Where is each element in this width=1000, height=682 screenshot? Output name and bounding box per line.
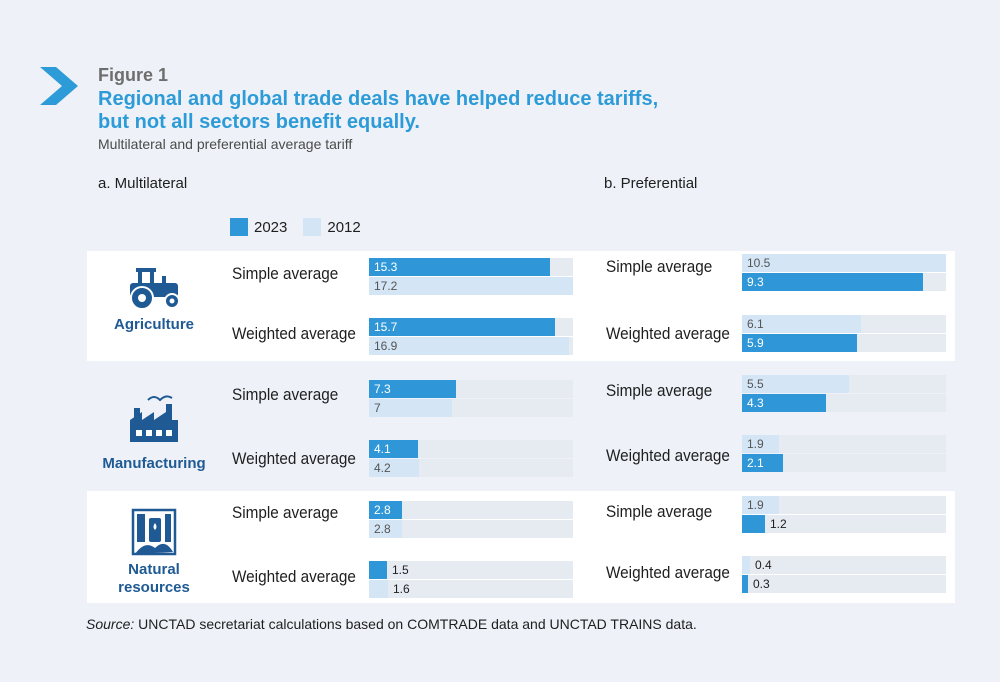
row-label-multilateral-manufacturing-simple: Simple average [232, 385, 339, 404]
bar-track-preferential-manufacturing-weighted-average-2012 [742, 435, 946, 453]
bar-preferential-manufacturing-weighted-average-2012 [742, 435, 779, 453]
bar-label-multilateral-agriculture-simple-average-2012: 17.2 [374, 279, 398, 293]
row-label-preferential-natural-resources-simple: Simple average [606, 502, 713, 521]
bar-preferential-agriculture-simple-average-2023 [742, 273, 923, 291]
figure-label: Figure 1 [98, 65, 169, 85]
sector-label-manufacturing: Manufacturing [102, 455, 206, 472]
bar-label-preferential-manufacturing-weighted-average-2012: 1.9 [747, 437, 764, 451]
bar-multilateral-agriculture-weighted-average-2023 [369, 318, 555, 336]
bar-track-multilateral-manufacturing-weighted-average-2012 [369, 459, 573, 477]
row-label-multilateral-agriculture-weighted: Weighted average [232, 324, 356, 343]
bar-preferential-natural-resources-simple-average-2023 [742, 515, 765, 533]
row-label-preferential-manufacturing-simple: Simple average [606, 381, 713, 400]
bar-multilateral-natural-resources-simple-average-2012 [369, 520, 402, 538]
row-label-preferential-agriculture-simple: Simple average [606, 257, 713, 276]
sector-label-natural-resources-line-2: resources [118, 579, 190, 596]
bar-label-preferential-natural-resources-weighted-average-2023: 0.3 [753, 577, 770, 591]
bar-label-multilateral-agriculture-simple-average-2023: 15.3 [374, 260, 398, 274]
bar-label-preferential-natural-resources-simple-average-2012: 1.9 [747, 498, 764, 512]
bar-track-preferential-natural-resources-weighted-average-2012 [742, 556, 946, 574]
panel-title-preferential: b. Preferential [604, 175, 698, 192]
bar-preferential-manufacturing-simple-average-2012 [742, 375, 849, 393]
legend-label-2012: 2012 [327, 218, 361, 236]
bar-preferential-agriculture-weighted-average-2023 [742, 334, 857, 352]
row-label-multilateral-natural-resources-simple: Simple average [232, 503, 339, 522]
sector-label-natural-resources-line-1: Natural [128, 561, 180, 578]
panel-title-multilateral: a. Multilateral [98, 175, 188, 192]
bar-track-multilateral-natural-resources-weighted-average-2012 [369, 580, 573, 598]
chevron-right-icon [40, 67, 78, 105]
row-label-preferential-natural-resources-weighted: Weighted average [606, 563, 730, 582]
bar-multilateral-manufacturing-simple-average-2012 [369, 399, 452, 417]
sector-label-agriculture: Agriculture [113, 316, 194, 333]
bar-label-preferential-agriculture-simple-average-2023: 9.3 [747, 275, 764, 289]
bar-preferential-agriculture-weighted-average-2012 [742, 315, 861, 333]
bar-label-multilateral-manufacturing-weighted-average-2023: 4.1 [374, 442, 391, 456]
bar-label-preferential-natural-resources-weighted-average-2012: 0.4 [755, 558, 772, 572]
bar-track-preferential-natural-resources-weighted-average-2023 [742, 575, 946, 593]
row-label-multilateral-natural-resources-weighted: Weighted average [232, 567, 356, 586]
bar-label-preferential-manufacturing-weighted-average-2023: 2.1 [747, 456, 764, 470]
bar-label-multilateral-agriculture-weighted-average-2012: 16.9 [374, 339, 398, 353]
bar-label-preferential-agriculture-weighted-average-2023: 5.9 [747, 336, 764, 350]
bar-preferential-natural-resources-weighted-average-2012 [742, 556, 750, 574]
bar-preferential-natural-resources-weighted-average-2023 [742, 575, 748, 593]
bar-preferential-manufacturing-weighted-average-2023 [742, 454, 783, 472]
bar-label-multilateral-natural-resources-simple-average-2012: 2.8 [374, 522, 391, 536]
bar-multilateral-natural-resources-simple-average-2023 [369, 501, 402, 519]
row-label-multilateral-agriculture-simple: Simple average [232, 264, 339, 283]
bar-preferential-manufacturing-simple-average-2023 [742, 394, 826, 412]
bar-track-multilateral-manufacturing-weighted-average-2023 [369, 440, 573, 458]
bar-multilateral-agriculture-simple-average-2012 [369, 277, 573, 295]
bar-label-multilateral-agriculture-weighted-average-2023: 15.7 [374, 320, 398, 334]
row-label-preferential-agriculture-weighted: Weighted average [606, 324, 730, 343]
tractor-icon [130, 268, 180, 310]
bar-label-preferential-natural-resources-simple-average-2023: 1.2 [770, 517, 787, 531]
bar-track-multilateral-natural-resources-simple-average-2012 [369, 520, 573, 538]
figure-title: Regional and global trade deals have hel… [98, 88, 658, 134]
bar-label-multilateral-natural-resources-weighted-average-2012: 1.6 [393, 582, 410, 596]
bar-preferential-agriculture-simple-average-2012 [742, 254, 946, 272]
bar-label-multilateral-natural-resources-weighted-average-2023: 1.5 [392, 563, 409, 577]
legend-label-2023: 2023 [254, 218, 288, 236]
bar-preferential-natural-resources-simple-average-2012 [742, 496, 779, 514]
bar-multilateral-manufacturing-simple-average-2023 [369, 380, 456, 398]
bar-multilateral-manufacturing-weighted-average-2012 [369, 459, 419, 477]
bar-label-preferential-manufacturing-simple-average-2023: 4.3 [747, 396, 764, 410]
bar-track-preferential-natural-resources-simple-average-2023 [742, 515, 946, 533]
bar-label-preferential-agriculture-weighted-average-2012: 6.1 [747, 317, 764, 331]
legend-swatch-2012 [303, 218, 322, 236]
factory-icon [130, 395, 178, 442]
bar-multilateral-natural-resources-weighted-average-2023 [369, 561, 387, 579]
bar-label-preferential-agriculture-simple-average-2012: 10.5 [747, 256, 771, 270]
bar-label-multilateral-manufacturing-simple-average-2012: 7 [374, 401, 381, 415]
figure-title-line-2: but not all sectors benefit equally. [98, 111, 420, 133]
bar-multilateral-natural-resources-weighted-average-2012 [369, 580, 388, 598]
legend-swatch-2023 [230, 218, 248, 236]
source-note: Source: UNCTAD secretariat calculations … [86, 616, 697, 632]
legend-item-2012: 2012 [303, 218, 361, 236]
bar-label-preferential-manufacturing-simple-average-2012: 5.5 [747, 377, 764, 391]
source-text: UNCTAD secretariat calculations based on… [134, 616, 697, 632]
bar-label-multilateral-manufacturing-weighted-average-2012: 4.2 [374, 461, 391, 475]
legend: 2023 2012 [230, 218, 377, 236]
bar-track-multilateral-natural-resources-weighted-average-2023 [369, 561, 573, 579]
row-label-multilateral-manufacturing-weighted: Weighted average [232, 449, 356, 468]
row-label-preferential-manufacturing-weighted: Weighted average [606, 446, 730, 465]
bar-track-multilateral-natural-resources-simple-average-2023 [369, 501, 573, 519]
legend-item-2023: 2023 [230, 218, 287, 236]
bar-label-multilateral-natural-resources-simple-average-2023: 2.8 [374, 503, 391, 517]
figure-title-line-1: Regional and global trade deals have hel… [98, 88, 659, 110]
bar-track-preferential-natural-resources-simple-average-2012 [742, 496, 946, 514]
bar-label-multilateral-manufacturing-simple-average-2023: 7.3 [374, 382, 391, 396]
bar-multilateral-manufacturing-weighted-average-2023 [369, 440, 418, 458]
bar-multilateral-agriculture-simple-average-2023 [369, 258, 550, 276]
bar-multilateral-agriculture-weighted-average-2012 [369, 337, 569, 355]
bar-track-preferential-manufacturing-weighted-average-2023 [742, 454, 946, 472]
source-prefix: Source: [86, 616, 135, 632]
natural-resources-icon [131, 508, 177, 556]
figure-subtitle: Multilateral and preferential average ta… [98, 136, 353, 152]
sector-label-natural-resources: Natural resources [94, 561, 214, 597]
